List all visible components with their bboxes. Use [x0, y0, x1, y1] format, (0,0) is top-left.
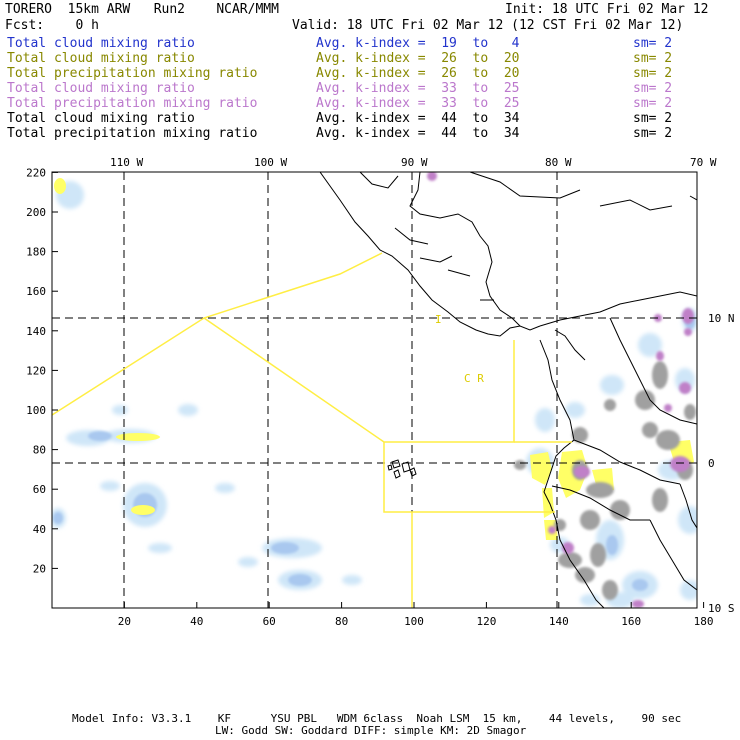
legend-field: Total cloud mixing ratio [7, 111, 195, 126]
legend-field: Total cloud mixing ratio [7, 36, 195, 51]
purple-field [427, 172, 694, 608]
lon-label-110w: 110 W [110, 156, 143, 169]
x-tick-label: 180 [694, 615, 714, 628]
coastlines [319, 172, 697, 608]
lon-label-70w: 70 W [690, 156, 717, 169]
legend-sm: sm= 2 [633, 126, 673, 141]
legend-field: Total precipitation mixing ratio [7, 66, 258, 81]
lat-label-10n: 10 N [708, 312, 735, 325]
y-tick-label: 60 [33, 483, 46, 496]
y-tick-label: 180 [26, 246, 46, 259]
lon-label-80w: 80 W [545, 156, 572, 169]
gray-field [514, 361, 696, 600]
legend-field: Total precipitation mixing ratio [7, 126, 258, 141]
x-tick-label: 40 [190, 615, 203, 628]
y-tick-label: 200 [26, 206, 46, 219]
legend-kindex: Avg. k-index = 26 to 20 [316, 51, 520, 66]
legend-sm: sm= 2 [633, 36, 673, 51]
legend-kindex: Avg. k-index = 26 to 20 [316, 66, 520, 81]
legend-kindex: Avg. k-index = 44 to 34 [316, 126, 520, 141]
legend-field: Total precipitation mixing ratio [7, 96, 258, 111]
y-tick-label: 40 [33, 523, 46, 536]
lat-lon-grid [52, 172, 697, 608]
region-label-i: I [435, 313, 442, 326]
legend-sm: sm= 2 [633, 66, 673, 81]
x-tick-label: 80 [335, 615, 348, 628]
legend-kindex: Avg. k-index = 44 to 34 [316, 111, 520, 126]
eez-boundaries [52, 252, 572, 608]
header-init: Init: 18 UTC Fri 02 Mar 12 [505, 2, 709, 17]
legend-field: Total cloud mixing ratio [7, 51, 195, 66]
lat-label-10s: 10 S [708, 602, 735, 615]
y-tick-label: 120 [26, 364, 46, 377]
x-tick-label: 20 [118, 615, 131, 628]
y-tick-label: 80 [33, 444, 46, 457]
legend-sm: sm= 2 [633, 81, 673, 96]
y-axis-ticks: 220 200 180 160 140 120 100 80 60 40 20 [26, 166, 58, 575]
legend-kindex: Avg. k-index = 19 to 4 [316, 36, 520, 51]
region-label-cr: C R [464, 372, 484, 385]
legend-sm: sm= 2 [633, 51, 673, 66]
footer-model-info: Model Info: V3.3.1 KF YSU PBL WDM 6class… [72, 712, 682, 725]
x-tick-label: 160 [621, 615, 641, 628]
y-tick-label: 220 [26, 166, 46, 179]
legend-sm: sm= 2 [633, 96, 673, 111]
legend-kindex: Avg. k-index = 33 to 25 [316, 96, 520, 111]
footer-physics: LW: Godd SW: Goddard DIFF: simple KM: 2D… [215, 724, 527, 737]
lon-label-90w: 90 W [401, 156, 428, 169]
x-tick-label: 60 [263, 615, 276, 628]
x-axis-ticks: 2040608010012014016018020022024026028030… [118, 602, 714, 628]
header-fcst: Fcst: 0 h [5, 18, 99, 33]
legend-sm: sm= 2 [633, 111, 673, 126]
x-tick-label: 120 [476, 615, 496, 628]
y-tick-label: 160 [26, 285, 46, 298]
y-tick-label: 140 [26, 325, 46, 338]
x-tick-label: 140 [549, 615, 569, 628]
lat-label-0: 0 [708, 457, 715, 470]
y-tick-label: 20 [33, 562, 46, 575]
header-title: TORERO 15km ARW Run2 NCAR/MMM [5, 2, 279, 17]
header-valid: Valid: 18 UTC Fri 02 Mar 12 (12 CST Fri … [292, 18, 684, 33]
plot-frame [51, 171, 698, 609]
legend-kindex: Avg. k-index = 33 to 25 [316, 81, 520, 96]
y-tick-label: 100 [26, 404, 46, 417]
lon-label-100w: 100 W [254, 156, 287, 169]
x-tick-label: 100 [404, 615, 424, 628]
legend-field: Total cloud mixing ratio [7, 81, 195, 96]
